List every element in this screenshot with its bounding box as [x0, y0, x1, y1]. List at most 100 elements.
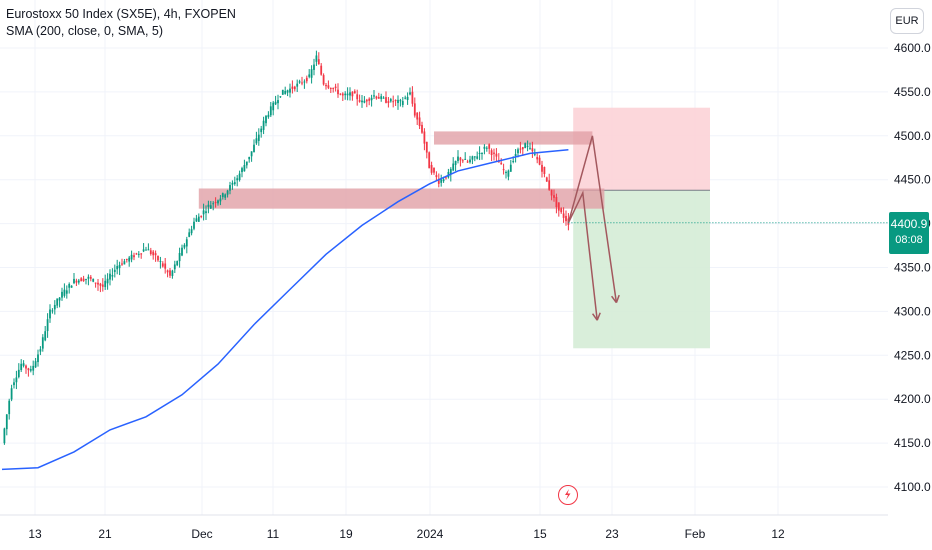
- candle: [490, 148, 493, 162]
- candle: [279, 96, 282, 98]
- candle: [289, 83, 291, 98]
- take-profit-zone[interactable]: [573, 190, 710, 349]
- candle: [236, 175, 239, 187]
- candle: [519, 141, 522, 154]
- candle: [20, 359, 23, 372]
- candle: [529, 142, 531, 150]
- projection-arrow[interactable]: [567, 135, 620, 304]
- candle: [344, 91, 347, 100]
- currency-button[interactable]: EUR: [890, 8, 924, 34]
- candle: [370, 94, 373, 107]
- candle: [454, 160, 457, 172]
- candle: [550, 189, 553, 201]
- candle: [538, 155, 541, 166]
- candle: [361, 94, 363, 108]
- candle: [411, 86, 414, 107]
- candle: [365, 98, 368, 108]
- candle: [543, 166, 546, 178]
- candle: [428, 151, 431, 169]
- candle: [526, 140, 529, 152]
- candle: [274, 95, 277, 106]
- candle: [106, 273, 109, 290]
- candle: [207, 200, 210, 214]
- candle: [255, 131, 258, 145]
- candle: [478, 146, 481, 161]
- candle: [389, 97, 392, 103]
- candle: [214, 197, 217, 208]
- candle: [269, 101, 272, 118]
- candle: [358, 94, 361, 103]
- candle: [183, 243, 186, 250]
- sma-legend[interactable]: SMA (200, close, 0, SMA, 5): [6, 24, 164, 38]
- resistance-zone[interactable]: [434, 131, 593, 145]
- candle: [161, 261, 164, 268]
- candle: [241, 166, 243, 178]
- candle: [231, 180, 234, 190]
- candle: [461, 158, 464, 164]
- price-tick-label: 4350.0: [894, 261, 931, 275]
- candle: [555, 193, 558, 214]
- price-tick-label: 4250.0: [894, 348, 931, 362]
- candle: [65, 285, 68, 299]
- candle: [185, 236, 188, 254]
- candle: [562, 207, 565, 223]
- events-flash-icon[interactable]: [558, 485, 578, 505]
- candle: [262, 116, 265, 135]
- candle: [339, 93, 342, 96]
- time-axis[interactable]: 13 21 Dec 11 19 2024 15 23 Feb 12: [28, 527, 785, 541]
- candle: [557, 202, 560, 217]
- candle: [159, 256, 162, 269]
- candle: [149, 247, 152, 256]
- candle: [32, 360, 35, 376]
- candle: [13, 378, 15, 389]
- candle: [435, 171, 438, 181]
- candle: [154, 250, 157, 262]
- time-tick-label: 19: [339, 527, 353, 541]
- last-price-value: 4400.9: [890, 217, 928, 231]
- stop-loss-zone[interactable]: [573, 107, 710, 191]
- candle: [77, 278, 80, 285]
- candle: [457, 150, 459, 164]
- candle: [87, 274, 90, 286]
- candle: [164, 257, 167, 274]
- candle: [233, 176, 236, 186]
- candle: [58, 297, 61, 308]
- candle: [157, 255, 159, 262]
- candle: [447, 168, 450, 179]
- last-price-tag: 4400.9 08:08: [889, 212, 929, 254]
- candle: [5, 413, 8, 436]
- candle: [281, 89, 284, 95]
- candle: [15, 370, 18, 390]
- candle: [507, 169, 510, 181]
- candle: [3, 427, 6, 445]
- resistance-zone[interactable]: [198, 188, 605, 209]
- resistance-zones: [198, 107, 710, 349]
- candle: [104, 274, 107, 290]
- candle: [548, 173, 551, 191]
- candle: [250, 151, 253, 162]
- candle: [118, 261, 121, 276]
- candle: [392, 95, 395, 108]
- candle: [209, 200, 212, 210]
- candle: [181, 244, 183, 257]
- candle: [308, 69, 311, 79]
- candle: [353, 89, 356, 94]
- symbol-title[interactable]: Eurostoxx 50 Index (SX5E), 4h, FXOPEN: [6, 7, 236, 21]
- candle: [409, 87, 411, 96]
- candle: [17, 363, 20, 379]
- candle: [22, 360, 25, 368]
- candle: [34, 357, 37, 368]
- candle: [430, 161, 433, 175]
- projection-arrow[interactable]: [567, 190, 601, 321]
- candle: [514, 148, 517, 163]
- price-axis[interactable]: 4100.0 4150.0 4200.0 4250.0 4300.0 4350.0 4400…: [888, 0, 932, 550]
- candle: [202, 203, 205, 221]
- candle: [493, 148, 495, 161]
- candle: [315, 50, 318, 66]
- candle: [73, 273, 75, 285]
- candle: [473, 156, 476, 162]
- candle: [27, 367, 30, 377]
- candle: [421, 121, 423, 134]
- candle: [466, 159, 469, 163]
